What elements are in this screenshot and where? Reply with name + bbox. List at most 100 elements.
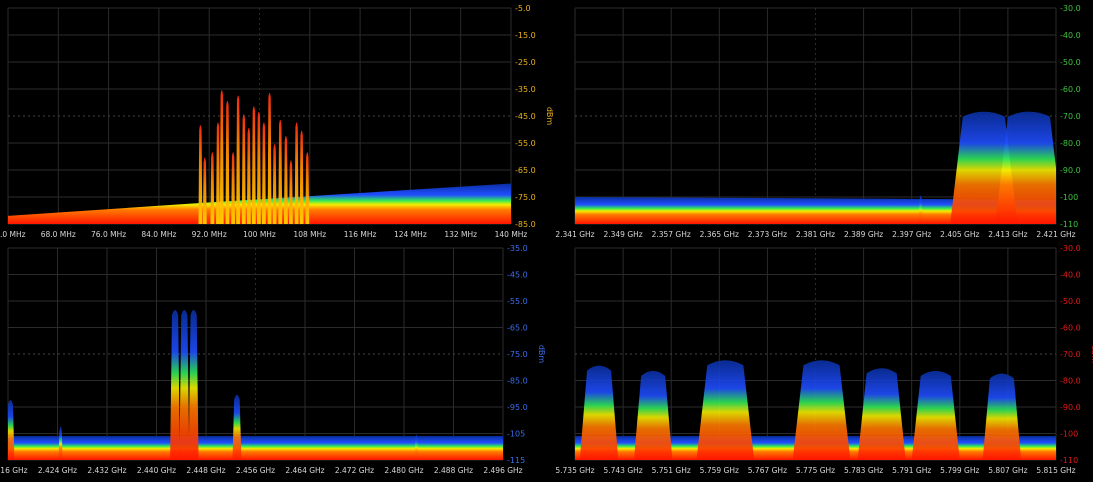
y-tick-label: -55.0: [507, 297, 528, 306]
y-tick-label: -55.0: [515, 139, 536, 148]
x-tick-label: 2.373 GHz: [748, 230, 787, 239]
noise-floor: [575, 197, 1056, 224]
y-tick-label: -60.0: [1060, 85, 1081, 94]
spectrum-panel-1: -5.0 -15.0 -25.0 -35.0 -45.0 -55.0 -65.0 -75.0 -…: [0, 4, 554, 239]
x-tick-label: 84.0 MHz: [141, 230, 176, 239]
y-tick-label: -50.0: [1060, 58, 1081, 67]
spectrum-panel-4: -30.0 -40.0 -50.0 -60.0 -70.0 -80.0 -90.0 -100 -…: [555, 244, 1093, 475]
x-tick-label: 116 MHz: [344, 230, 377, 239]
signal-peak: [236, 95, 241, 224]
signal-peak: [911, 370, 960, 460]
signal-peak: [216, 122, 220, 224]
x-tick-label: 5.815 GHz: [1036, 466, 1075, 475]
x-tick-label: 2.381 GHz: [796, 230, 835, 239]
signal-peak: [305, 152, 310, 224]
y-tick-label: -15.0: [515, 31, 536, 40]
spectrum-panel-3: -35.0 -45.0 -55.0 -65.0 -75.0 -85.0 -95.0 -105 -…: [0, 244, 546, 475]
x-tick-label: 100 MHz: [243, 230, 276, 239]
y-tick-label: -45.0: [507, 271, 528, 280]
signal-peak: [261, 122, 266, 224]
signal-peak: [210, 152, 215, 224]
signal-peak: [289, 160, 293, 224]
y-tick-label: -90.0: [1060, 166, 1081, 175]
y-tick-label: -75.0: [515, 193, 536, 202]
x-tick-label: 2.413 GHz: [988, 230, 1027, 239]
x-tick-label: 2.464 GHz: [285, 466, 324, 475]
x-tick-label: 140 MHz: [495, 230, 528, 239]
signal-peak: [278, 119, 283, 224]
x-tick-label: 2.448 GHz: [186, 466, 225, 475]
signal-peak: [198, 125, 203, 224]
signal-peak: [299, 130, 304, 224]
x-tick-label: 2.389 GHz: [844, 230, 883, 239]
y-tick-label: -100: [1060, 193, 1078, 202]
x-tick-label: 2.397 GHz: [892, 230, 931, 239]
x-tick-label: 108 MHz: [293, 230, 326, 239]
x-tick-label: 2.341 GHz: [555, 230, 594, 239]
x-tick-label: 2.365 GHz: [700, 230, 739, 239]
y-tick-label: -25.0: [515, 58, 536, 67]
x-tick-label: 2.496 GHz: [483, 466, 522, 475]
signal-peak: [283, 135, 288, 224]
x-tick-label: 68.0 MHz: [41, 230, 76, 239]
x-tick-label: 5.791 GHz: [892, 466, 931, 475]
y-tick-label: -115: [507, 456, 525, 465]
y-tick-label: -40.0: [1060, 31, 1081, 40]
signal-peak: [633, 370, 673, 460]
y-axis-label: dBm: [537, 345, 546, 364]
x-tick-label: 5.743 GHz: [603, 466, 642, 475]
x-tick-label: 2.456 GHz: [236, 466, 275, 475]
spectrum-trace: [8, 309, 503, 460]
y-tick-label: -35.0: [515, 85, 536, 94]
x-tick-label: 5.751 GHz: [652, 466, 691, 475]
spectrum-trace: [575, 111, 1056, 224]
y-tick-label: -70.0: [1060, 112, 1081, 121]
spectrum-trace: [575, 360, 1056, 460]
signal-peak: [188, 309, 199, 460]
y-tick-label: -65.0: [515, 166, 536, 175]
y-tick-label: -50.0: [1060, 297, 1081, 306]
x-tick-label: 5.767 GHz: [748, 466, 787, 475]
x-tick-label: 2.405 GHz: [940, 230, 979, 239]
x-tick-label: 124 MHz: [394, 230, 427, 239]
signal-peak: [251, 106, 256, 224]
y-tick-label: -85.0: [515, 220, 536, 229]
y-tick-label: -105: [507, 430, 525, 439]
x-tick-label: 2.424 GHz: [38, 466, 77, 475]
y-tick-label: -45.0: [515, 112, 536, 121]
noise-floor: [8, 436, 503, 460]
x-tick-label: 2.432 GHz: [87, 466, 126, 475]
y-tick-label: -75.0: [507, 350, 528, 359]
x-tick-label: 2.440 GHz: [137, 466, 176, 475]
signal-peak: [8, 400, 15, 460]
x-tick-label: 5.799 GHz: [940, 466, 979, 475]
signal-peak: [241, 114, 246, 224]
signal-peak: [982, 373, 1022, 460]
signal-peak: [857, 368, 906, 460]
x-tick-label: 2.349 GHz: [603, 230, 642, 239]
signal-peak: [170, 309, 181, 460]
y-tick-label: -5.0: [515, 4, 531, 13]
x-tick-label: 2.480 GHz: [384, 466, 423, 475]
x-tick-label: 76.0 MHz: [91, 230, 126, 239]
y-tick-label: -80.0: [1060, 139, 1081, 148]
x-tick-label: 2.416 GHz: [0, 466, 28, 475]
y-tick-label: -60.0: [1060, 324, 1081, 333]
signal-peak: [231, 152, 236, 224]
y-tick-label: -80.0: [1060, 377, 1081, 386]
x-tick-label: 132 MHz: [444, 230, 477, 239]
x-tick-label: 5.735 GHz: [555, 466, 594, 475]
signal-peak: [267, 92, 272, 224]
x-tick-label: 5.775 GHz: [796, 466, 835, 475]
y-tick-label: -110: [1060, 220, 1078, 229]
spectrum-trace: [8, 90, 511, 224]
signal-peak: [918, 195, 923, 224]
signal-peak: [232, 394, 242, 460]
y-tick-label: -30.0: [1060, 244, 1081, 253]
signal-peak: [256, 111, 261, 224]
y-tick-label: -65.0: [507, 324, 528, 333]
signal-peak: [272, 144, 277, 224]
y-axis-label: dBm: [1090, 345, 1093, 364]
